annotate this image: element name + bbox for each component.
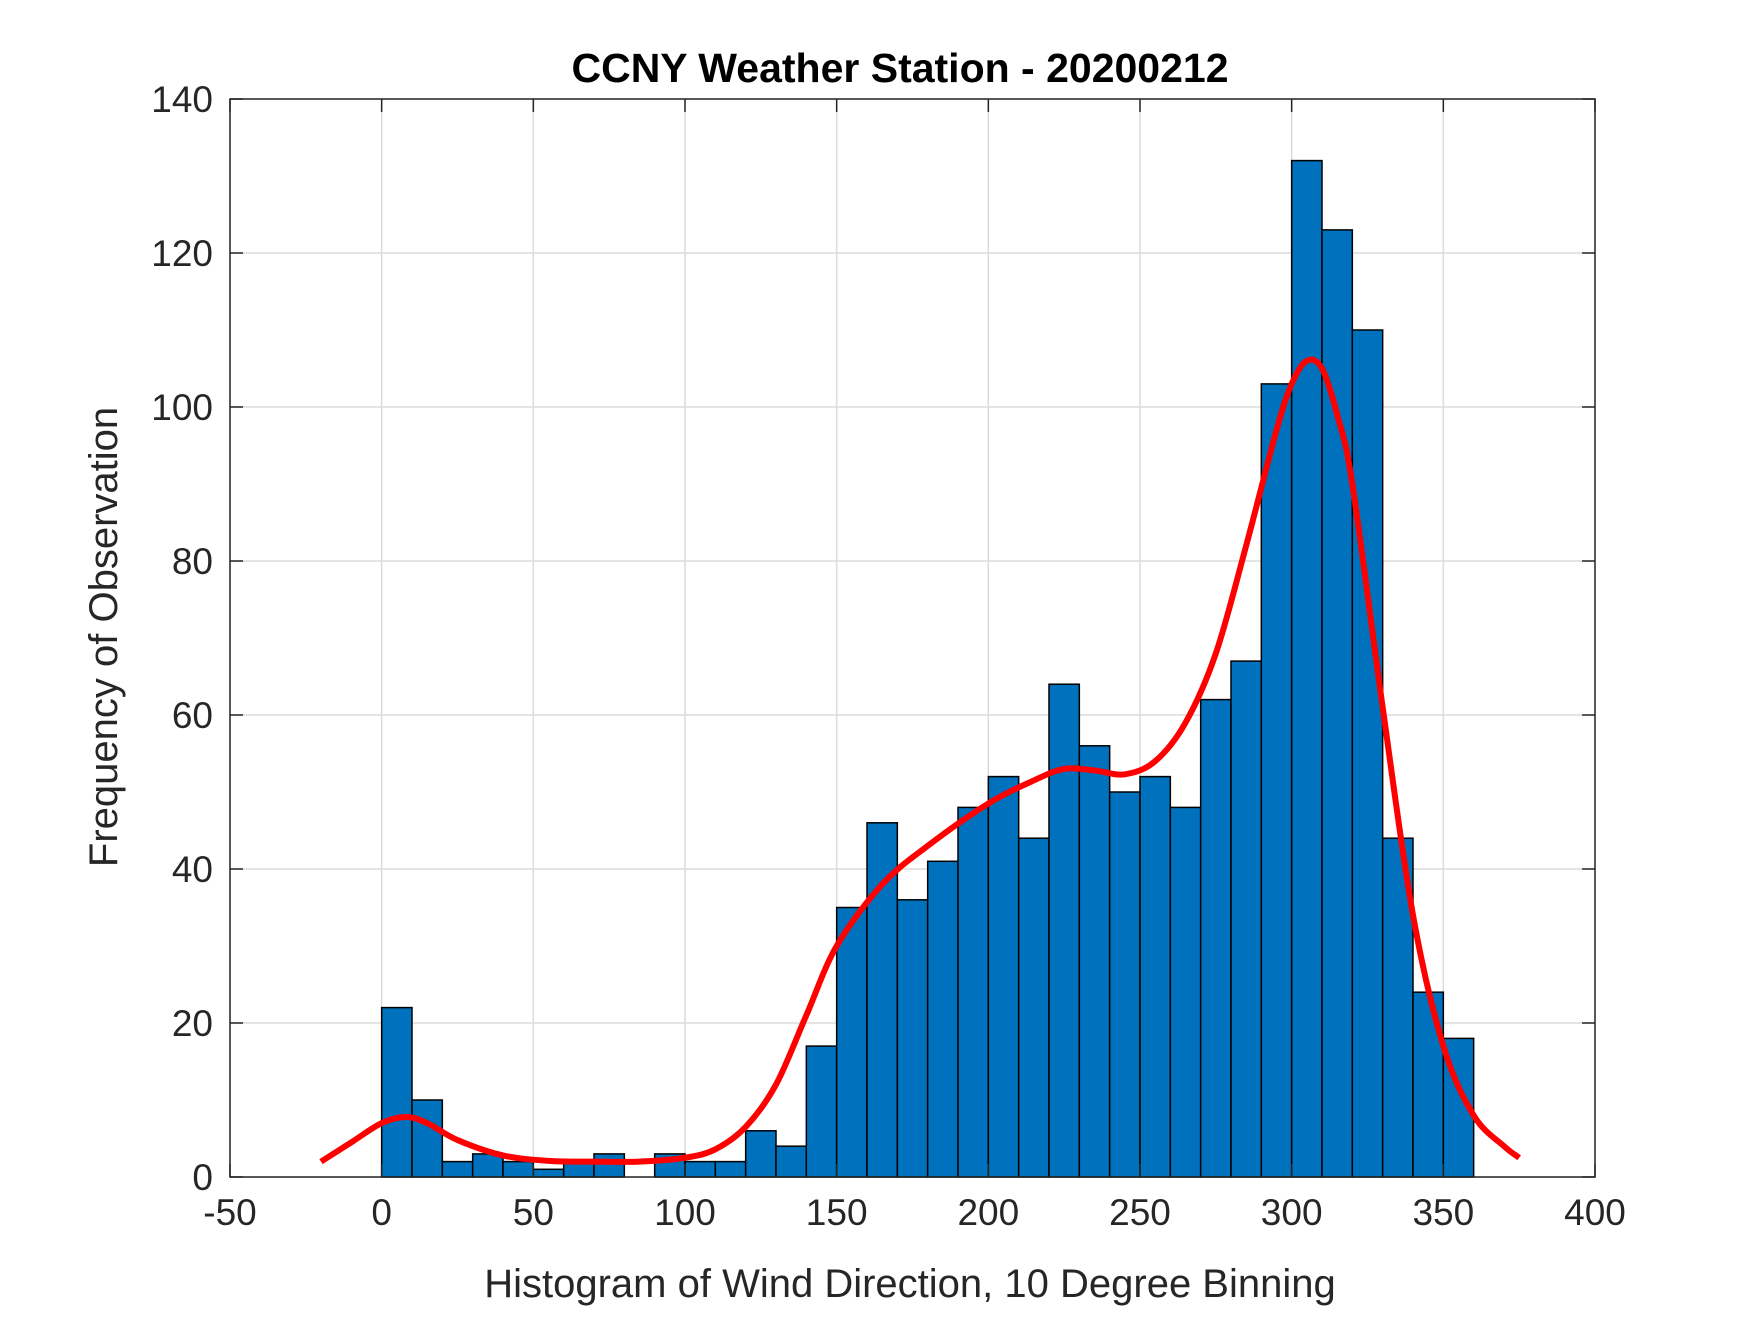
x-tick-label: 0 xyxy=(371,1192,392,1233)
x-tick-label: 250 xyxy=(1109,1192,1171,1233)
x-tick-labels: -50 0 50 100 150 200 250 300 350 400 xyxy=(203,1192,1626,1233)
histogram-bar xyxy=(502,1160,535,1178)
histogram-bar xyxy=(532,1168,565,1178)
histogram-bar xyxy=(1199,698,1232,1178)
x-tick-label: 300 xyxy=(1261,1192,1323,1233)
x-tick-label: 200 xyxy=(957,1192,1019,1233)
histogram-bar xyxy=(684,1160,717,1178)
x-tick-label: 400 xyxy=(1564,1192,1626,1233)
x-tick-label: -50 xyxy=(203,1192,256,1233)
histogram-bar xyxy=(805,1045,838,1178)
density-curve-line xyxy=(319,356,1521,1165)
y-tick-label: 100 xyxy=(151,387,213,428)
histogram-bar xyxy=(744,1130,777,1178)
histogram-bar xyxy=(1351,329,1384,1178)
histogram-bar xyxy=(1230,660,1263,1178)
histogram-bar xyxy=(1108,791,1141,1178)
histogram-bar xyxy=(957,806,990,1178)
y-tick-label: 20 xyxy=(172,1003,213,1044)
x-tick-label: 350 xyxy=(1412,1192,1474,1233)
histogram-bar xyxy=(926,860,959,1178)
histogram-bar xyxy=(1017,837,1050,1178)
y-tick-label: 40 xyxy=(172,849,213,890)
histogram-bar xyxy=(896,899,929,1178)
x-tick-label: 50 xyxy=(513,1192,554,1233)
histogram-bar xyxy=(380,1006,413,1178)
histogram-bar xyxy=(775,1145,808,1178)
x-tick-label: 100 xyxy=(654,1192,716,1233)
y-tick-label: 140 xyxy=(151,79,213,120)
histogram-bar xyxy=(835,906,868,1178)
histogram-bar xyxy=(987,775,1020,1178)
histogram-bar xyxy=(714,1160,747,1178)
histogram-bar xyxy=(411,1099,444,1178)
histogram-bar xyxy=(441,1160,474,1178)
chart-title: CCNY Weather Station - 20200212 xyxy=(571,45,1228,91)
histogram-bar xyxy=(1078,745,1111,1178)
histogram-bar xyxy=(1169,806,1202,1178)
density-curve-layer xyxy=(319,356,1521,1165)
y-tick-label: 120 xyxy=(151,233,213,274)
histogram-bar xyxy=(1290,159,1323,1178)
y-tick-label: 80 xyxy=(172,541,213,582)
x-tick-label: 150 xyxy=(806,1192,868,1233)
axes-frame xyxy=(229,98,1596,1178)
histogram-bar xyxy=(1260,383,1293,1178)
y-tick-label: 60 xyxy=(172,695,213,736)
x-axis-label: Histogram of Wind Direction, 10 Degree B… xyxy=(484,1262,1336,1306)
axis-ticks xyxy=(229,98,1596,1178)
y-axis-label: Frequency of Observation xyxy=(82,407,126,867)
histogram-bar xyxy=(1139,775,1172,1178)
histogram-bar xyxy=(1048,683,1081,1178)
y-tick-label: 0 xyxy=(192,1157,213,1198)
histogram-bar xyxy=(593,1153,626,1178)
y-tick-labels: 0 20 40 60 80 100 120 140 xyxy=(151,79,213,1198)
